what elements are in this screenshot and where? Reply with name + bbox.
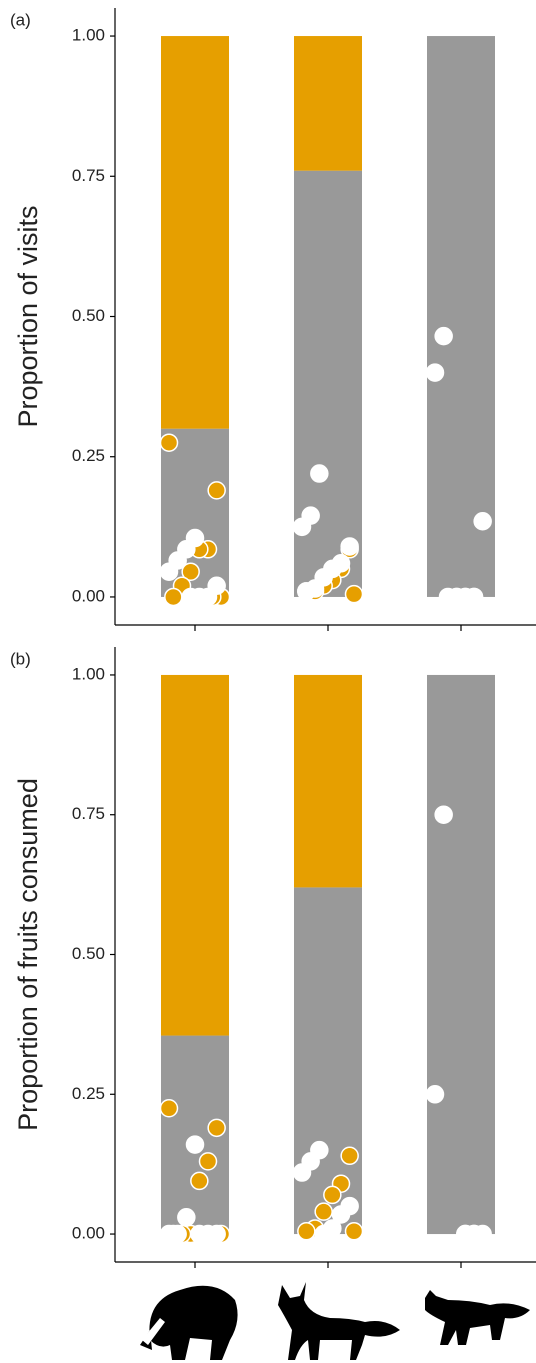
page: (a) Proportion of visits 0.00 0.25 0.50 0.75 1… [0, 0, 536, 1363]
bar-segment [161, 36, 229, 429]
y-axis-title: Proportion of fruits consumed [13, 778, 43, 1131]
data-point [208, 482, 225, 499]
data-point [315, 1226, 332, 1243]
data-point [294, 518, 311, 535]
y-tick-label: 0.25 [72, 446, 105, 465]
panel-label: (b) [10, 649, 31, 668]
data-point [182, 588, 199, 605]
y-tick-label: 0.75 [72, 804, 105, 823]
data-point [341, 538, 358, 555]
bar-segment [294, 675, 362, 887]
data-point [315, 1203, 332, 1220]
y-tick-label: 0.50 [72, 944, 105, 963]
panel-label: (a) [10, 10, 31, 29]
data-point [161, 1226, 178, 1243]
y-tick-label: 0.00 [72, 586, 105, 605]
fox-icon [278, 1282, 400, 1360]
chart: (a) Proportion of visits 0.00 0.25 0.50 0.75 1… [0, 0, 536, 1363]
y-tick-label: 0.25 [72, 1084, 105, 1103]
y-tick-label: 0.75 [72, 166, 105, 185]
bar-segment [161, 675, 229, 1036]
data-point [435, 328, 452, 345]
data-point [200, 1153, 217, 1170]
data-point [427, 364, 444, 381]
data-point [457, 1226, 474, 1243]
data-point [191, 1226, 208, 1243]
data-point [178, 1209, 195, 1226]
y-tick-label: 1.00 [72, 664, 105, 683]
data-point [346, 586, 363, 603]
data-point [474, 513, 491, 530]
data-point [161, 563, 178, 580]
marten-icon [425, 1290, 530, 1345]
silhouettes [140, 1282, 530, 1360]
data-point [346, 1223, 363, 1240]
bar-segment [294, 36, 362, 171]
data-point [324, 1186, 341, 1203]
data-point [161, 1100, 178, 1117]
data-point [187, 1136, 204, 1153]
data-point [427, 1086, 444, 1103]
data-point [208, 1119, 225, 1136]
y-tick-label: 0.50 [72, 306, 105, 325]
data-point [435, 806, 452, 823]
data-point [298, 1223, 315, 1240]
data-point [161, 434, 178, 451]
data-point [298, 583, 315, 600]
bar-segment [427, 675, 495, 1234]
data-point [165, 588, 182, 605]
y-axis-title: Proportion of visits [13, 205, 43, 427]
badger-icon [140, 1286, 238, 1360]
data-point [341, 1147, 358, 1164]
data-point [311, 465, 328, 482]
bar-segment [294, 887, 362, 1234]
y-tick-label: 0.00 [72, 1224, 105, 1243]
y-tick-label: 1.00 [72, 26, 105, 45]
data-point [294, 1164, 311, 1181]
data-point [440, 588, 457, 605]
data-point [191, 1172, 208, 1189]
